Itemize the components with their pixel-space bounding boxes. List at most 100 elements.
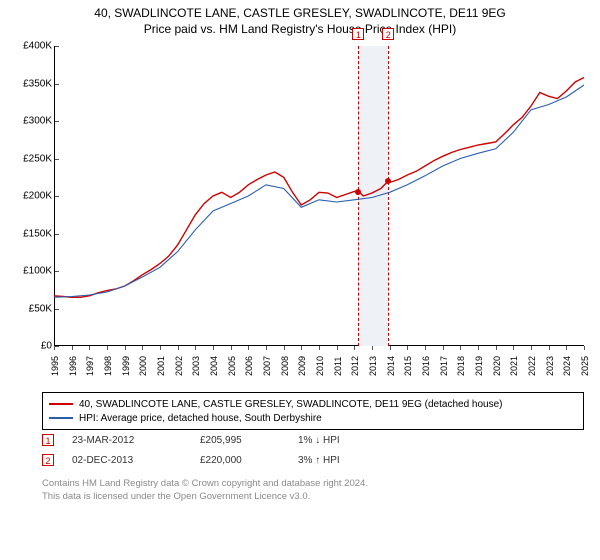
x-tick (248, 346, 249, 350)
x-tick-label: 2015 (403, 356, 413, 376)
marker-label: 2 (382, 28, 394, 40)
x-tick-label: 2012 (350, 356, 360, 376)
x-tick-label: 2021 (509, 356, 519, 376)
history-date: 23-MAR-2012 (72, 435, 182, 446)
x-tick (390, 346, 391, 350)
x-tick-label: 2004 (209, 356, 219, 376)
x-tick (425, 346, 426, 350)
legend-row: HPI: Average price, detached house, Sout… (49, 411, 577, 425)
x-tick-label: 2005 (227, 356, 237, 376)
x-tick-label: 1995 (50, 356, 60, 376)
y-tick-label: £100K (23, 266, 52, 277)
x-tick (372, 346, 373, 350)
x-tick (89, 346, 90, 350)
x-tick (496, 346, 497, 350)
x-tick-label: 1996 (68, 356, 78, 376)
x-tick (142, 346, 143, 350)
history-marker: 1 (42, 434, 54, 446)
x-tick-label: 2009 (297, 356, 307, 376)
x-tick (478, 346, 479, 350)
x-tick-label: 2002 (174, 356, 184, 376)
footnote: Contains HM Land Registry data © Crown c… (42, 478, 584, 504)
x-tick (178, 346, 179, 350)
x-tick-label: 2014 (386, 356, 396, 376)
legend-swatch (49, 417, 73, 419)
x-tick (319, 346, 320, 350)
history-pct: 1% ↓ HPI (298, 435, 378, 446)
x-tick (566, 346, 567, 350)
y-tick-label: £150K (23, 228, 52, 239)
x-tick (195, 346, 196, 350)
legend: 40, SWADLINCOTE LANE, CASTLE GRESLEY, SW… (42, 392, 584, 430)
x-tick (284, 346, 285, 350)
x-tick-label: 2003 (191, 356, 201, 376)
x-tick-label: 1999 (121, 356, 131, 376)
plot-area: 12 (54, 46, 584, 346)
history-row: 1 23-MAR-2012 £205,995 1% ↓ HPI (42, 430, 584, 450)
legend-row: 40, SWADLINCOTE LANE, CASTLE GRESLEY, SW… (49, 397, 577, 411)
x-tick (460, 346, 461, 350)
x-tick-label: 2024 (562, 356, 572, 376)
marker-label: 1 (352, 28, 364, 40)
sale-history: 1 23-MAR-2012 £205,995 1% ↓ HPI 2 02-DEC-2013… (42, 430, 584, 470)
x-tick (407, 346, 408, 350)
x-tick-label: 2016 (421, 356, 431, 376)
x-tick-label: 1997 (85, 356, 95, 376)
x-tick-label: 2023 (545, 356, 555, 376)
x-tick (213, 346, 214, 350)
x-tick-label: 2022 (527, 356, 537, 376)
y-tick-label: £50K (29, 303, 52, 314)
x-axis: 1995199619971998199920002001200220032004… (54, 346, 584, 386)
y-tick-label: £0 (41, 341, 52, 352)
x-tick (72, 346, 73, 350)
legend-label: 40, SWADLINCOTE LANE, CASTLE GRESLEY, SW… (79, 399, 503, 410)
x-tick (231, 346, 232, 350)
x-tick (337, 346, 338, 350)
title-address: 40, SWADLINCOTE LANE, CASTLE GRESLEY, SW… (0, 6, 600, 20)
legend-label: HPI: Average price, detached house, Sout… (79, 413, 322, 424)
y-tick-label: £200K (23, 191, 52, 202)
y-tick-label: £300K (23, 116, 52, 127)
x-tick (549, 346, 550, 350)
y-tick-label: £400K (23, 41, 52, 52)
x-tick-label: 1998 (103, 356, 113, 376)
y-axis: £0£50K£100K£150K£200K£250K£300K£350K£400… (8, 46, 54, 346)
x-tick-label: 2008 (280, 356, 290, 376)
x-tick-label: 2011 (333, 357, 343, 376)
chart: £0£50K£100K£150K£200K£250K£300K£350K£400… (8, 46, 592, 386)
series-hpi (54, 85, 584, 297)
line-svg (54, 46, 584, 346)
history-price: £205,995 (200, 435, 280, 446)
x-tick (54, 346, 55, 350)
x-tick (531, 346, 532, 350)
history-price: £220,000 (200, 455, 280, 466)
x-tick-label: 2007 (262, 356, 272, 376)
x-tick-label: 2025 (580, 356, 590, 376)
title-subtitle: Price paid vs. HM Land Registry's House … (0, 22, 600, 36)
x-tick (125, 346, 126, 350)
x-tick-label: 2010 (315, 356, 325, 376)
x-tick (266, 346, 267, 350)
footnote-line-2: This data is licensed under the Open Gov… (42, 491, 584, 504)
x-tick-label: 2013 (368, 356, 378, 376)
history-date: 02-DEC-2013 (72, 455, 182, 466)
history-pct: 3% ↑ HPI (298, 455, 378, 466)
y-tick-label: £350K (23, 78, 52, 89)
history-marker: 2 (42, 454, 54, 466)
series-property (54, 78, 584, 298)
x-tick-label: 2019 (474, 356, 484, 376)
x-tick-label: 2006 (244, 356, 254, 376)
x-tick-label: 2017 (439, 356, 449, 376)
legend-swatch (49, 403, 73, 405)
x-tick-label: 2020 (492, 356, 502, 376)
x-tick (513, 346, 514, 350)
x-tick-label: 2001 (156, 356, 166, 376)
x-tick (354, 346, 355, 350)
x-tick-label: 2000 (138, 356, 148, 376)
history-row: 2 02-DEC-2013 £220,000 3% ↑ HPI (42, 450, 584, 470)
x-tick (160, 346, 161, 350)
title-block: 40, SWADLINCOTE LANE, CASTLE GRESLEY, SW… (0, 0, 600, 36)
x-tick (584, 346, 585, 350)
footnote-line-1: Contains HM Land Registry data © Crown c… (42, 478, 584, 491)
y-tick-label: £250K (23, 153, 52, 164)
